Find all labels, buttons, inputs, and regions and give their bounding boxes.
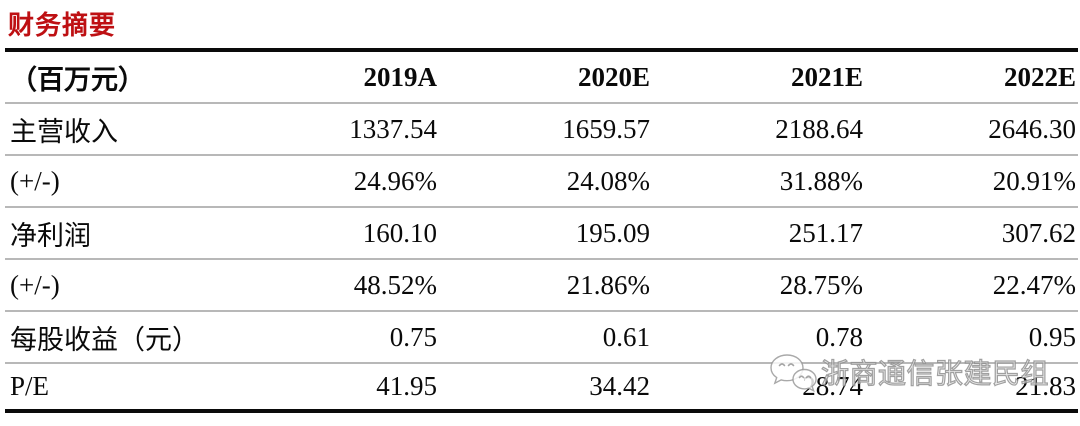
cell-value: 48.52% <box>353 269 437 300</box>
cell-value: 31.88% <box>779 165 863 196</box>
cell-value: 0.75 <box>389 321 437 352</box>
cell-value: 2646.30 <box>988 113 1076 144</box>
cell-value: 41.95 <box>376 371 437 401</box>
cell-value: 34.42 <box>589 371 650 401</box>
cell-value: 307.62 <box>1001 217 1076 248</box>
row-label: P/E <box>10 371 50 401</box>
cell-value: 22.47% <box>992 269 1076 300</box>
table-header-row: （百万元） 2019A 2020E 2021E 2022E <box>5 50 1078 103</box>
row-label: 每股收益（元） <box>10 324 199 355</box>
table-row-pe: P/E 41.95 34.42 28.74 21.83 <box>5 363 1078 411</box>
cell-value: 0.61 <box>602 321 650 352</box>
cell-value: 1659.57 <box>562 113 650 144</box>
cell-value: 2188.64 <box>775 113 863 144</box>
column-header-2019a: 2019A <box>363 61 438 92</box>
cell-value: 24.96% <box>353 165 437 196</box>
cell-value: 195.09 <box>575 217 650 248</box>
cell-value: 251.17 <box>788 217 863 248</box>
column-header-2021e: 2021E <box>790 61 863 92</box>
unit-header: （百万元） <box>10 64 145 95</box>
cell-value: 21.83 <box>1015 371 1076 401</box>
table-row-net-profit-growth: (+/-) 48.52% 21.86% 28.75% 22.47% <box>5 259 1078 311</box>
cell-value: 160.10 <box>362 217 437 248</box>
table-row-net-profit: 净利润 160.10 195.09 251.17 307.62 <box>5 207 1078 259</box>
table-row-revenue-growth: (+/-) 24.96% 24.08% 31.88% 20.91% <box>5 155 1078 207</box>
row-label: (+/-) <box>10 165 60 196</box>
financial-summary-table: （百万元） 2019A 2020E 2021E 2022E 主营收入 1337.… <box>5 48 1078 413</box>
cell-value: 0.95 <box>1028 321 1076 352</box>
cell-value: 28.75% <box>779 269 863 300</box>
table-row-eps: 每股收益（元） 0.75 0.61 0.78 0.95 <box>5 311 1078 363</box>
cell-value: 1337.54 <box>349 113 437 144</box>
column-header-2020e: 2020E <box>577 61 650 92</box>
row-label: 净利润 <box>10 220 91 251</box>
cell-value: 24.08% <box>566 165 650 196</box>
column-header-2022e: 2022E <box>1003 61 1076 92</box>
cell-value: 28.74 <box>802 371 863 401</box>
cell-value: 20.91% <box>992 165 1076 196</box>
cell-value: 21.86% <box>566 269 650 300</box>
table-row-revenue: 主营收入 1337.54 1659.57 2188.64 2646.30 <box>5 103 1078 155</box>
row-label: (+/-) <box>10 269 60 300</box>
cell-value: 0.78 <box>815 321 863 352</box>
page-title: 财务摘要 <box>8 10 117 40</box>
row-label: 主营收入 <box>10 116 118 147</box>
